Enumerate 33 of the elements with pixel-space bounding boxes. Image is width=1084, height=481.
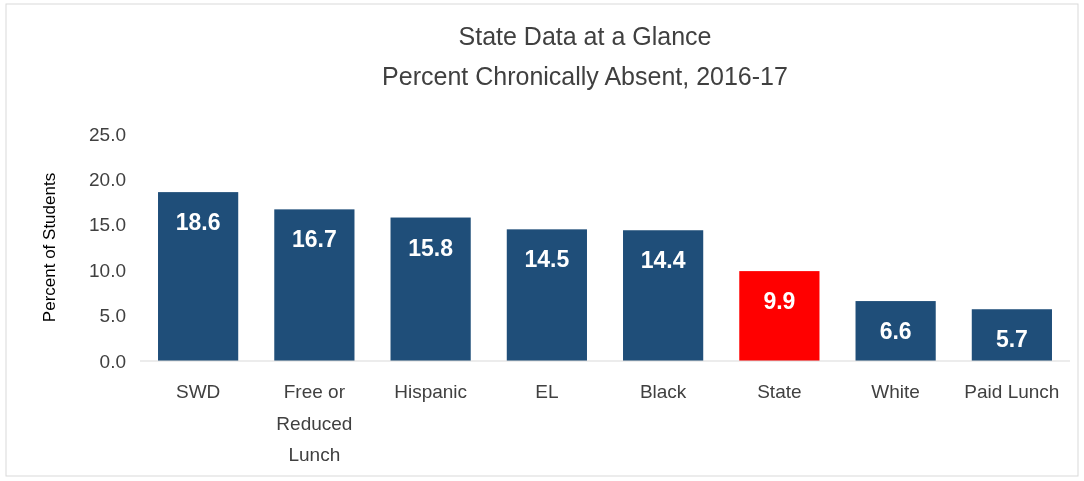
bar bbox=[855, 301, 936, 361]
x-tick-label: Free or Reduced Lunch bbox=[276, 381, 353, 466]
y-tick-label: 5.0 bbox=[99, 305, 126, 327]
x-tick-label: Paid Lunch bbox=[964, 381, 1060, 403]
bar bbox=[623, 230, 704, 361]
y-tick-label: 25.0 bbox=[89, 123, 126, 145]
data-label: 5.7 bbox=[995, 326, 1028, 353]
bar bbox=[506, 229, 587, 361]
data-label: 15.8 bbox=[408, 234, 454, 261]
bar bbox=[390, 217, 471, 361]
data-label: 6.6 bbox=[879, 318, 912, 345]
y-tick-label: 10.0 bbox=[89, 259, 126, 281]
y-axis-title: Percent of Students bbox=[40, 172, 59, 323]
x-tick-label: Hispanic bbox=[394, 381, 468, 403]
x-tick-label: EL bbox=[535, 381, 559, 403]
chart-subtitle: Percent Chronically Absent, 2016-17 bbox=[382, 62, 788, 90]
x-tick-label: White bbox=[871, 381, 920, 403]
data-label: 14.5 bbox=[524, 246, 570, 273]
data-label: 9.9 bbox=[763, 288, 796, 315]
bar bbox=[971, 309, 1052, 361]
x-tick-label: Black bbox=[639, 381, 687, 403]
bar bbox=[739, 271, 820, 361]
data-label: 18.6 bbox=[175, 209, 221, 236]
y-tick-label: 0.0 bbox=[99, 350, 126, 372]
x-tick-label: State bbox=[757, 381, 802, 403]
y-tick-label: 20.0 bbox=[89, 168, 126, 190]
data-label: 14.4 bbox=[640, 247, 686, 274]
bar bbox=[274, 209, 355, 361]
chart-title: State Data at a Glance bbox=[458, 22, 712, 50]
y-tick-label: 15.0 bbox=[89, 214, 126, 236]
x-tick-label: SWD bbox=[175, 381, 221, 403]
bar bbox=[158, 192, 239, 361]
data-label: 16.7 bbox=[291, 226, 337, 253]
